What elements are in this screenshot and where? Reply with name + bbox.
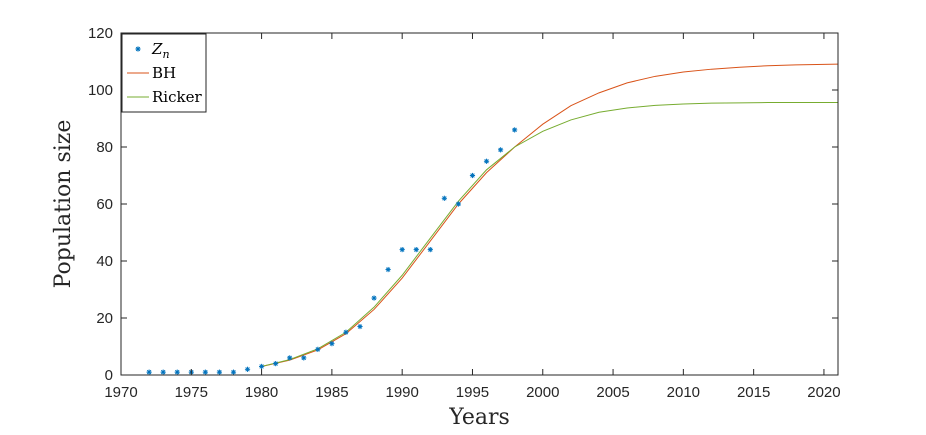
plot-area [121,33,838,375]
legend-item: BH [127,64,176,82]
x-axis-title: Years [448,405,510,430]
plot-background [121,33,838,375]
x-tick-label: 1985 [315,384,348,401]
data-point [244,366,251,372]
y-tick-label: 100 [88,82,113,99]
data-point [455,201,462,207]
ticks-layer: 1970 1975 1980 1985 1990 1995 2000 2005 2010 2015… [88,25,841,401]
series-line-bh [261,63,839,367]
legend-label: BH [152,64,176,82]
y-tick-label: 120 [88,25,113,42]
x-tick-label: 1970 [104,384,137,401]
x-tick-label: 2015 [737,384,770,401]
data-point [497,147,504,153]
y-axis-title: Population size [51,120,76,289]
data-point [146,369,152,375]
data-point [301,355,307,361]
series-layer [146,63,839,375]
x-tick-label: 2010 [667,384,700,401]
y-tick-label: 40 [96,253,113,270]
y-tick-label: 60 [96,196,113,213]
data-point [202,369,208,375]
x-tick-label: 1980 [245,384,278,401]
data-point [258,363,265,370]
data-point [329,341,335,347]
legend-item: Zn [135,40,170,61]
data-point [469,172,476,179]
data-point [371,295,377,301]
data-point [216,369,223,375]
legend: Zn BH Ricker [121,33,207,113]
data-point [230,369,237,375]
y-tick-label: 0 [105,367,113,384]
data-point [441,195,447,201]
y-tick-label: 80 [96,139,113,156]
legend-items: Zn BH Ricker [127,40,202,106]
data-point [357,323,363,330]
data-point [174,369,180,375]
series-line-ricker [261,102,838,367]
legend-marker [135,46,141,52]
data-point [399,247,405,253]
data-point [413,247,419,253]
x-tick-label: 2020 [807,384,840,401]
x-tick-label: 1990 [385,384,418,401]
legend-item: Ricker [127,88,202,106]
data-point [315,346,321,352]
data-point [160,369,166,375]
legend-label: Zn [151,40,170,61]
data-point [385,266,391,273]
y-tick-label: 20 [96,310,113,327]
data-point [427,247,433,253]
data-point [343,329,349,335]
x-tick-label: 2005 [596,384,629,401]
x-tick-label: 2000 [526,384,559,401]
data-point [287,355,293,361]
data-point [512,127,518,133]
x-tick-label: 1975 [175,384,208,401]
data-point [483,158,490,164]
x-tick-label: 1995 [456,384,489,401]
legend-label: Ricker [152,88,202,106]
data-point [273,361,279,367]
